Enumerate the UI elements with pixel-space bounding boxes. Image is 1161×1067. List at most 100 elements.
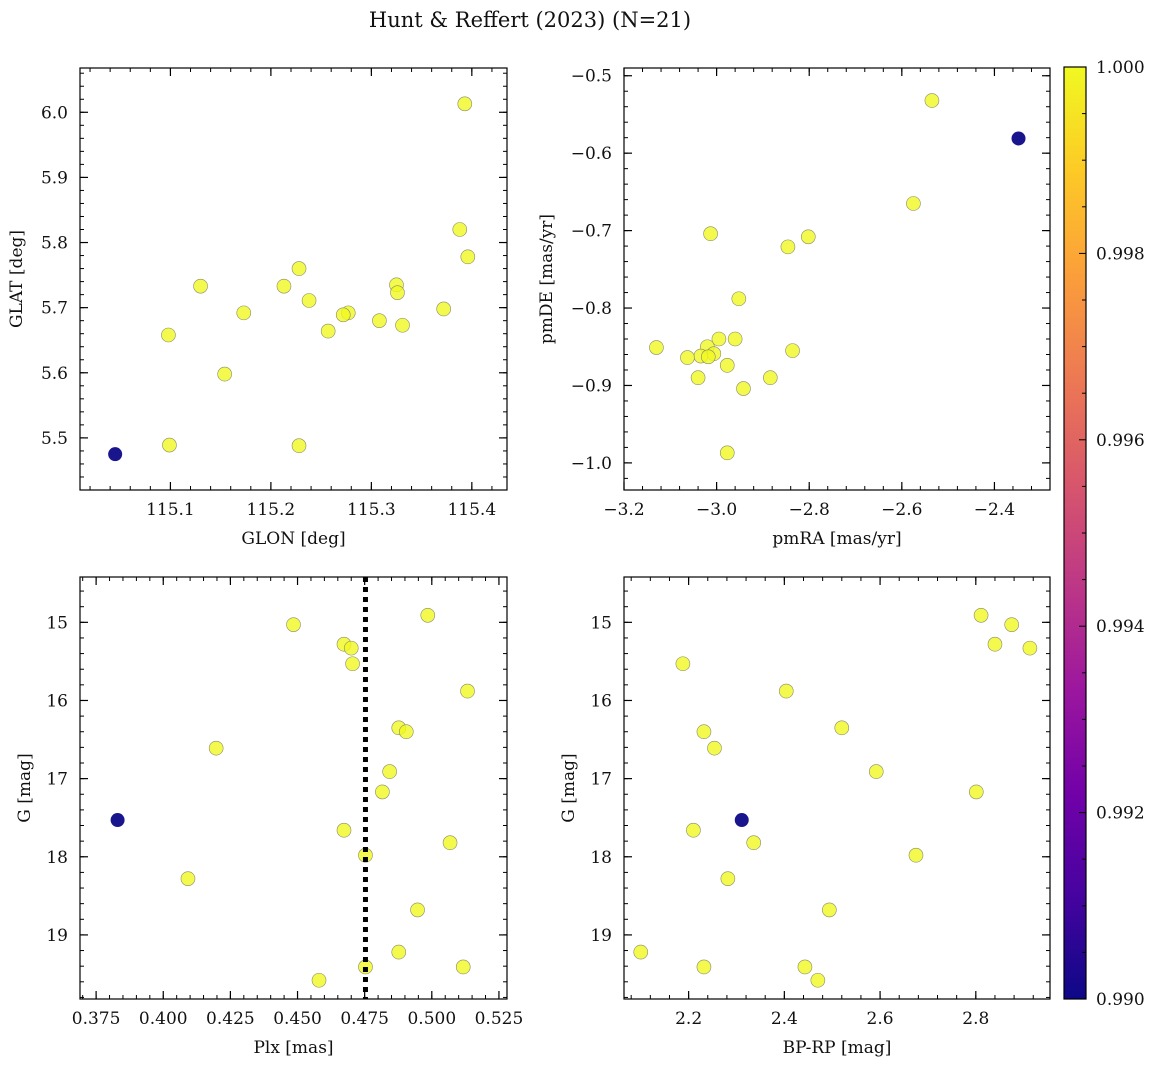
y-tick-label: 18 xyxy=(46,848,68,868)
minor-ticks xyxy=(80,577,507,999)
scatter-point xyxy=(276,278,292,294)
scatter-point xyxy=(291,438,307,454)
scatter-point xyxy=(868,764,884,779)
y-tick-label: 17 xyxy=(46,770,68,790)
scatter-point xyxy=(690,370,706,386)
x-tick-label: 0.525 xyxy=(475,1009,524,1029)
scatter-point xyxy=(746,835,762,851)
scatter-point xyxy=(291,261,307,276)
scatter-point xyxy=(180,871,196,886)
scatter-point xyxy=(686,822,701,838)
y-axis-label: G [mag] xyxy=(15,753,35,822)
scatter-point xyxy=(208,740,224,756)
x-tick-label: 0.425 xyxy=(206,1009,255,1029)
scatter-point xyxy=(800,229,816,245)
scatter-point xyxy=(320,323,336,339)
colorbar-tick-label: 0.994 xyxy=(1096,617,1145,637)
x-tick-label: −3.2 xyxy=(603,500,644,520)
x-axis-label: BP-RP [mag] xyxy=(783,1038,892,1058)
x-tick-label: 115.3 xyxy=(347,500,396,520)
scatter-point xyxy=(1004,617,1020,632)
y-tick-label: 5.7 xyxy=(41,299,68,319)
scatter-point xyxy=(162,437,177,453)
scatter-point xyxy=(193,278,208,294)
scatter-point xyxy=(301,293,317,308)
scatter-point xyxy=(410,902,425,918)
x-tick-label: 0.475 xyxy=(340,1009,389,1029)
panel-pm: −3.2 −3.0 −2.8 −2.6 −2.4 −1.0 −0.9 −0.8 −0.7 −0.6… xyxy=(537,67,1051,549)
y-axis-label: GLAT [deg] xyxy=(7,230,27,328)
scatter-point xyxy=(719,358,735,373)
minor-ticks xyxy=(623,68,1051,490)
panel-plx-g: 0.375 0.400 0.425 0.450 0.475 0.500 0.525 15 16 1… xyxy=(15,576,524,1058)
scatter-point xyxy=(675,656,691,672)
y-tick-label: −0.7 xyxy=(571,222,612,242)
scatter-point xyxy=(460,249,476,265)
x-axis-label: pmRA [mas/yr] xyxy=(772,529,901,549)
scatter-point-nonmember xyxy=(734,813,749,828)
scatter-point xyxy=(161,327,176,343)
y-tick-label: 19 xyxy=(46,926,68,946)
scatter-point xyxy=(763,370,778,386)
scatter-point xyxy=(457,96,473,112)
axes-frame xyxy=(623,576,1051,1000)
panels-group: 115.1 115.2 115.3 115.4 5.5 5.6 5.7 5.8 5.9 6.0 GL… xyxy=(7,67,1051,1058)
panel-glon-glat: 115.1 115.2 115.3 115.4 5.5 5.6 5.7 5.8 5.9 6.0 GL… xyxy=(7,67,508,549)
scatter-point xyxy=(908,847,924,863)
scatter-point xyxy=(649,340,664,355)
x-tick-label: 2.4 xyxy=(771,1009,798,1029)
scatter-point xyxy=(731,291,747,307)
panel-cmd: 2.2 2.4 2.6 2.8 15 16 17 18 19 BP-RP [mag] G [mag] xyxy=(559,576,1051,1058)
scatter-point xyxy=(382,764,397,779)
figure-title: Hunt & Reffert (2023) (N=21) xyxy=(369,8,691,32)
x-tick-label: 2.8 xyxy=(962,1009,989,1029)
scatter-point xyxy=(460,683,475,699)
y-tick-label: −1.0 xyxy=(571,454,612,474)
scatter-point xyxy=(217,366,232,382)
scatter-point xyxy=(778,683,794,699)
scatter-point xyxy=(398,724,414,740)
colorbar-tick-label: 0.990 xyxy=(1096,990,1145,1010)
y-tick-label: 16 xyxy=(46,691,68,711)
scatter-point xyxy=(711,331,727,347)
scatter-point xyxy=(372,313,387,328)
scatter-point xyxy=(335,307,351,323)
scatter-point xyxy=(696,959,712,975)
scatter-point xyxy=(375,784,390,800)
scatter-point xyxy=(797,959,813,975)
scatter-point xyxy=(834,720,850,736)
axes-frame xyxy=(79,576,508,1000)
y-tick-label: 5.6 xyxy=(41,364,68,384)
scatter-point xyxy=(236,305,252,321)
x-tick-label: 0.400 xyxy=(139,1009,188,1029)
colorbar-tick-label: 0.992 xyxy=(1096,804,1145,824)
x-tick-label: −2.8 xyxy=(789,500,830,520)
x-tick-label: 115.2 xyxy=(247,500,296,520)
scatter-point xyxy=(987,636,1003,652)
y-tick-label: −0.6 xyxy=(571,144,612,164)
colorbar: 0.990 0.992 0.994 0.996 0.998 1.000 xyxy=(1063,58,1145,1010)
colorbar-tick-label: 0.998 xyxy=(1096,244,1145,264)
scatter-point xyxy=(696,724,712,740)
scatter-point-nonmember xyxy=(1011,131,1026,146)
x-tick-label: −3.0 xyxy=(696,500,737,520)
scatter-point xyxy=(680,350,695,365)
scatter-point xyxy=(736,381,751,396)
x-tick-label: 2.2 xyxy=(675,1009,702,1029)
scatter-point xyxy=(286,617,301,632)
scatter-point xyxy=(452,222,468,237)
scatter-point xyxy=(336,822,352,838)
x-tick-label: 0.375 xyxy=(72,1009,121,1029)
colorbar-tick-label: 1.000 xyxy=(1096,58,1145,78)
scatter-point xyxy=(311,972,327,988)
x-tick-label: 0.500 xyxy=(407,1009,456,1029)
scatter-point xyxy=(436,301,452,317)
y-tick-label: 15 xyxy=(46,613,68,633)
x-tick-label: 0.450 xyxy=(273,1009,322,1029)
y-tick-label: 18 xyxy=(590,848,612,868)
scatter-point xyxy=(707,740,722,756)
scatter-point xyxy=(395,317,410,333)
axes-frame xyxy=(623,67,1051,491)
scatter-point xyxy=(719,445,735,461)
